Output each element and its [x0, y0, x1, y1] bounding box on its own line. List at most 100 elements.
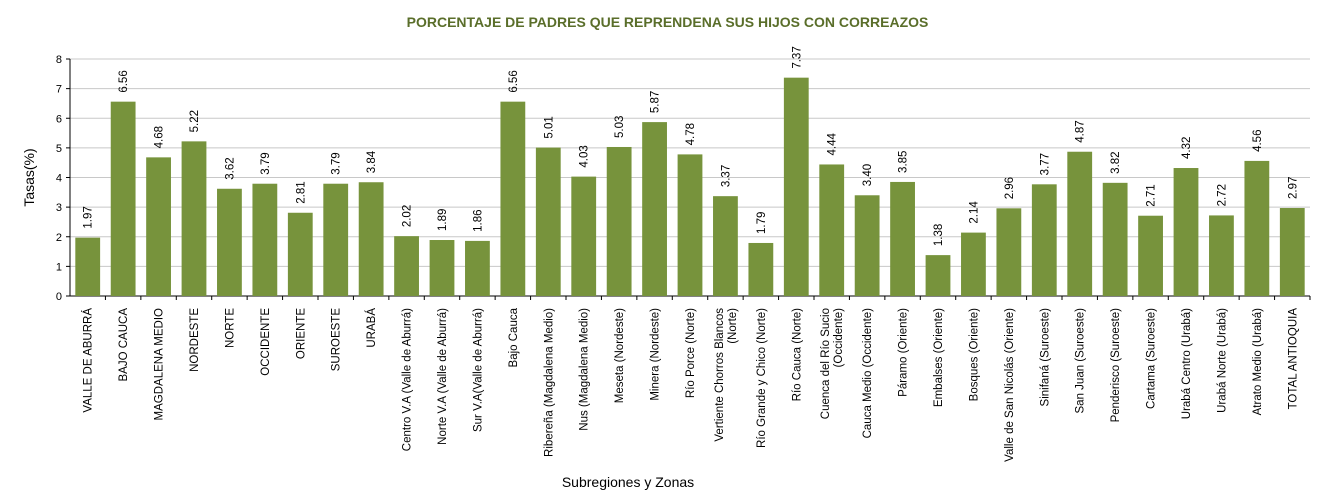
category-label: Bosques (Oriente)	[968, 308, 980, 401]
data-label: 2.72	[1216, 184, 1228, 206]
y-tick-label: 6	[56, 113, 62, 125]
category-label: MAGDALENA MEDIO	[154, 308, 166, 421]
category-label: Cauca Medio (Occidente)	[862, 308, 874, 439]
category-label: Centro V.A (Valle de Aburrá)	[402, 308, 414, 451]
data-label: 1.38	[933, 224, 945, 246]
category-label: Sur V.A(Valle de Aburrá)	[472, 308, 484, 432]
bar	[429, 240, 455, 296]
data-label: 3.40	[862, 164, 874, 186]
category-label: (Occidente)	[833, 308, 845, 368]
y-tick-label: 1	[56, 261, 62, 273]
bar	[252, 183, 278, 296]
data-label: 1.89	[437, 209, 449, 231]
bar	[75, 237, 101, 296]
data-label: 4.56	[1252, 130, 1264, 152]
data-label: 3.85	[898, 151, 910, 173]
data-label: 3.77	[1039, 153, 1051, 175]
data-label: 5.22	[189, 110, 201, 132]
x-axis-title: Subregiones y Zonas	[562, 474, 694, 490]
category-label: Páramo (Oriente)	[898, 308, 910, 397]
category-label: OCCIDENTE	[260, 308, 272, 376]
bar	[1067, 151, 1093, 296]
data-label: 7.37	[791, 46, 803, 68]
y-tick-label: 4	[56, 173, 62, 185]
bar	[1173, 168, 1199, 296]
category-label: Cuenca del Río Sucio	[820, 308, 832, 419]
category-label: Minera (Nordeste)	[650, 308, 662, 401]
bar	[713, 196, 738, 296]
category-label: ORIENTE	[295, 308, 307, 359]
category-label: Bajo Cauca	[508, 307, 520, 367]
category-label: VALLE DE ABURRÁ	[82, 308, 95, 413]
category-label: Río Porce (Norte)	[685, 308, 697, 398]
data-label: 3.62	[224, 157, 236, 179]
bar	[110, 101, 136, 296]
bar	[677, 154, 703, 296]
bar	[146, 157, 171, 296]
category-label: Embalses (Oriente)	[933, 308, 945, 407]
bar	[1031, 184, 1057, 296]
bar	[358, 182, 384, 296]
bar	[606, 146, 632, 296]
bar	[1102, 182, 1128, 296]
y-tick-label: 5	[56, 143, 62, 155]
category-label: Río Cauca (Norte)	[791, 308, 803, 401]
category-label: Urabá Norte (Urabá)	[1216, 308, 1228, 413]
bar	[535, 147, 561, 296]
bar	[925, 255, 951, 296]
bar	[465, 240, 490, 296]
category-label: NORTE	[224, 308, 236, 348]
data-label: 4.87	[1075, 120, 1087, 142]
data-label: 2.97	[1287, 177, 1299, 199]
category-label: SUROESTE	[331, 308, 343, 372]
data-label: 3.84	[366, 150, 378, 173]
bar	[890, 181, 915, 296]
data-label: 4.68	[154, 126, 166, 148]
category-label: TOTAL ANTIOQUIA	[1287, 308, 1299, 410]
data-label: 5.01	[543, 116, 555, 138]
category-label: Penderisco (Suroeste)	[1110, 308, 1122, 423]
data-label: 4.78	[685, 123, 697, 145]
category-label: Nus (Magdalena Medio)	[579, 308, 591, 431]
data-label: 3.79	[260, 152, 272, 174]
bar	[1279, 208, 1305, 296]
bar	[323, 183, 349, 296]
category-label: Atrato Medio (Urabá)	[1252, 308, 1264, 416]
y-tick-label: 7	[56, 84, 62, 96]
category-label: NORDESTE	[189, 308, 201, 372]
data-label: 6.56	[118, 70, 130, 92]
bar	[394, 236, 419, 296]
data-label: 4.44	[827, 132, 839, 155]
bar	[961, 232, 986, 296]
category-label: Valle de San Nicolás (Oriente)	[1004, 308, 1016, 462]
category-label: Ribereña (Magdalena Medio)	[543, 308, 555, 457]
bar	[181, 141, 207, 296]
category-label: URABÁ	[365, 308, 378, 348]
bar	[819, 164, 845, 296]
bar	[854, 195, 880, 296]
y-tick-label: 0	[56, 291, 62, 303]
data-label: 4.32	[1181, 137, 1193, 159]
data-label: 4.03	[579, 145, 591, 167]
bar	[642, 122, 667, 296]
category-label: Cartama (Suroeste)	[1146, 308, 1158, 409]
category-label: (Norte)	[727, 308, 739, 344]
data-label: 1.86	[472, 210, 484, 232]
data-label: 3.82	[1110, 151, 1122, 173]
bar	[571, 176, 597, 296]
bar	[996, 208, 1022, 296]
y-axis-title: Tasas(%)	[21, 148, 37, 206]
data-label: 3.79	[331, 152, 343, 174]
data-label: 5.03	[614, 116, 626, 138]
data-label: 5.87	[650, 91, 662, 113]
data-label: 1.97	[83, 206, 95, 228]
bar	[500, 101, 526, 296]
category-label: Meseta (Nordeste)	[614, 308, 626, 403]
bar	[217, 188, 242, 296]
category-label: San Juan (Suroeste)	[1075, 308, 1087, 414]
y-tick-label: 3	[56, 202, 62, 214]
chart-title: PORCENTAJE DE PADRES QUE REPRENDENA SUS …	[406, 14, 929, 30]
category-label: BAJO CAUCA	[118, 308, 130, 382]
bar	[287, 212, 313, 296]
